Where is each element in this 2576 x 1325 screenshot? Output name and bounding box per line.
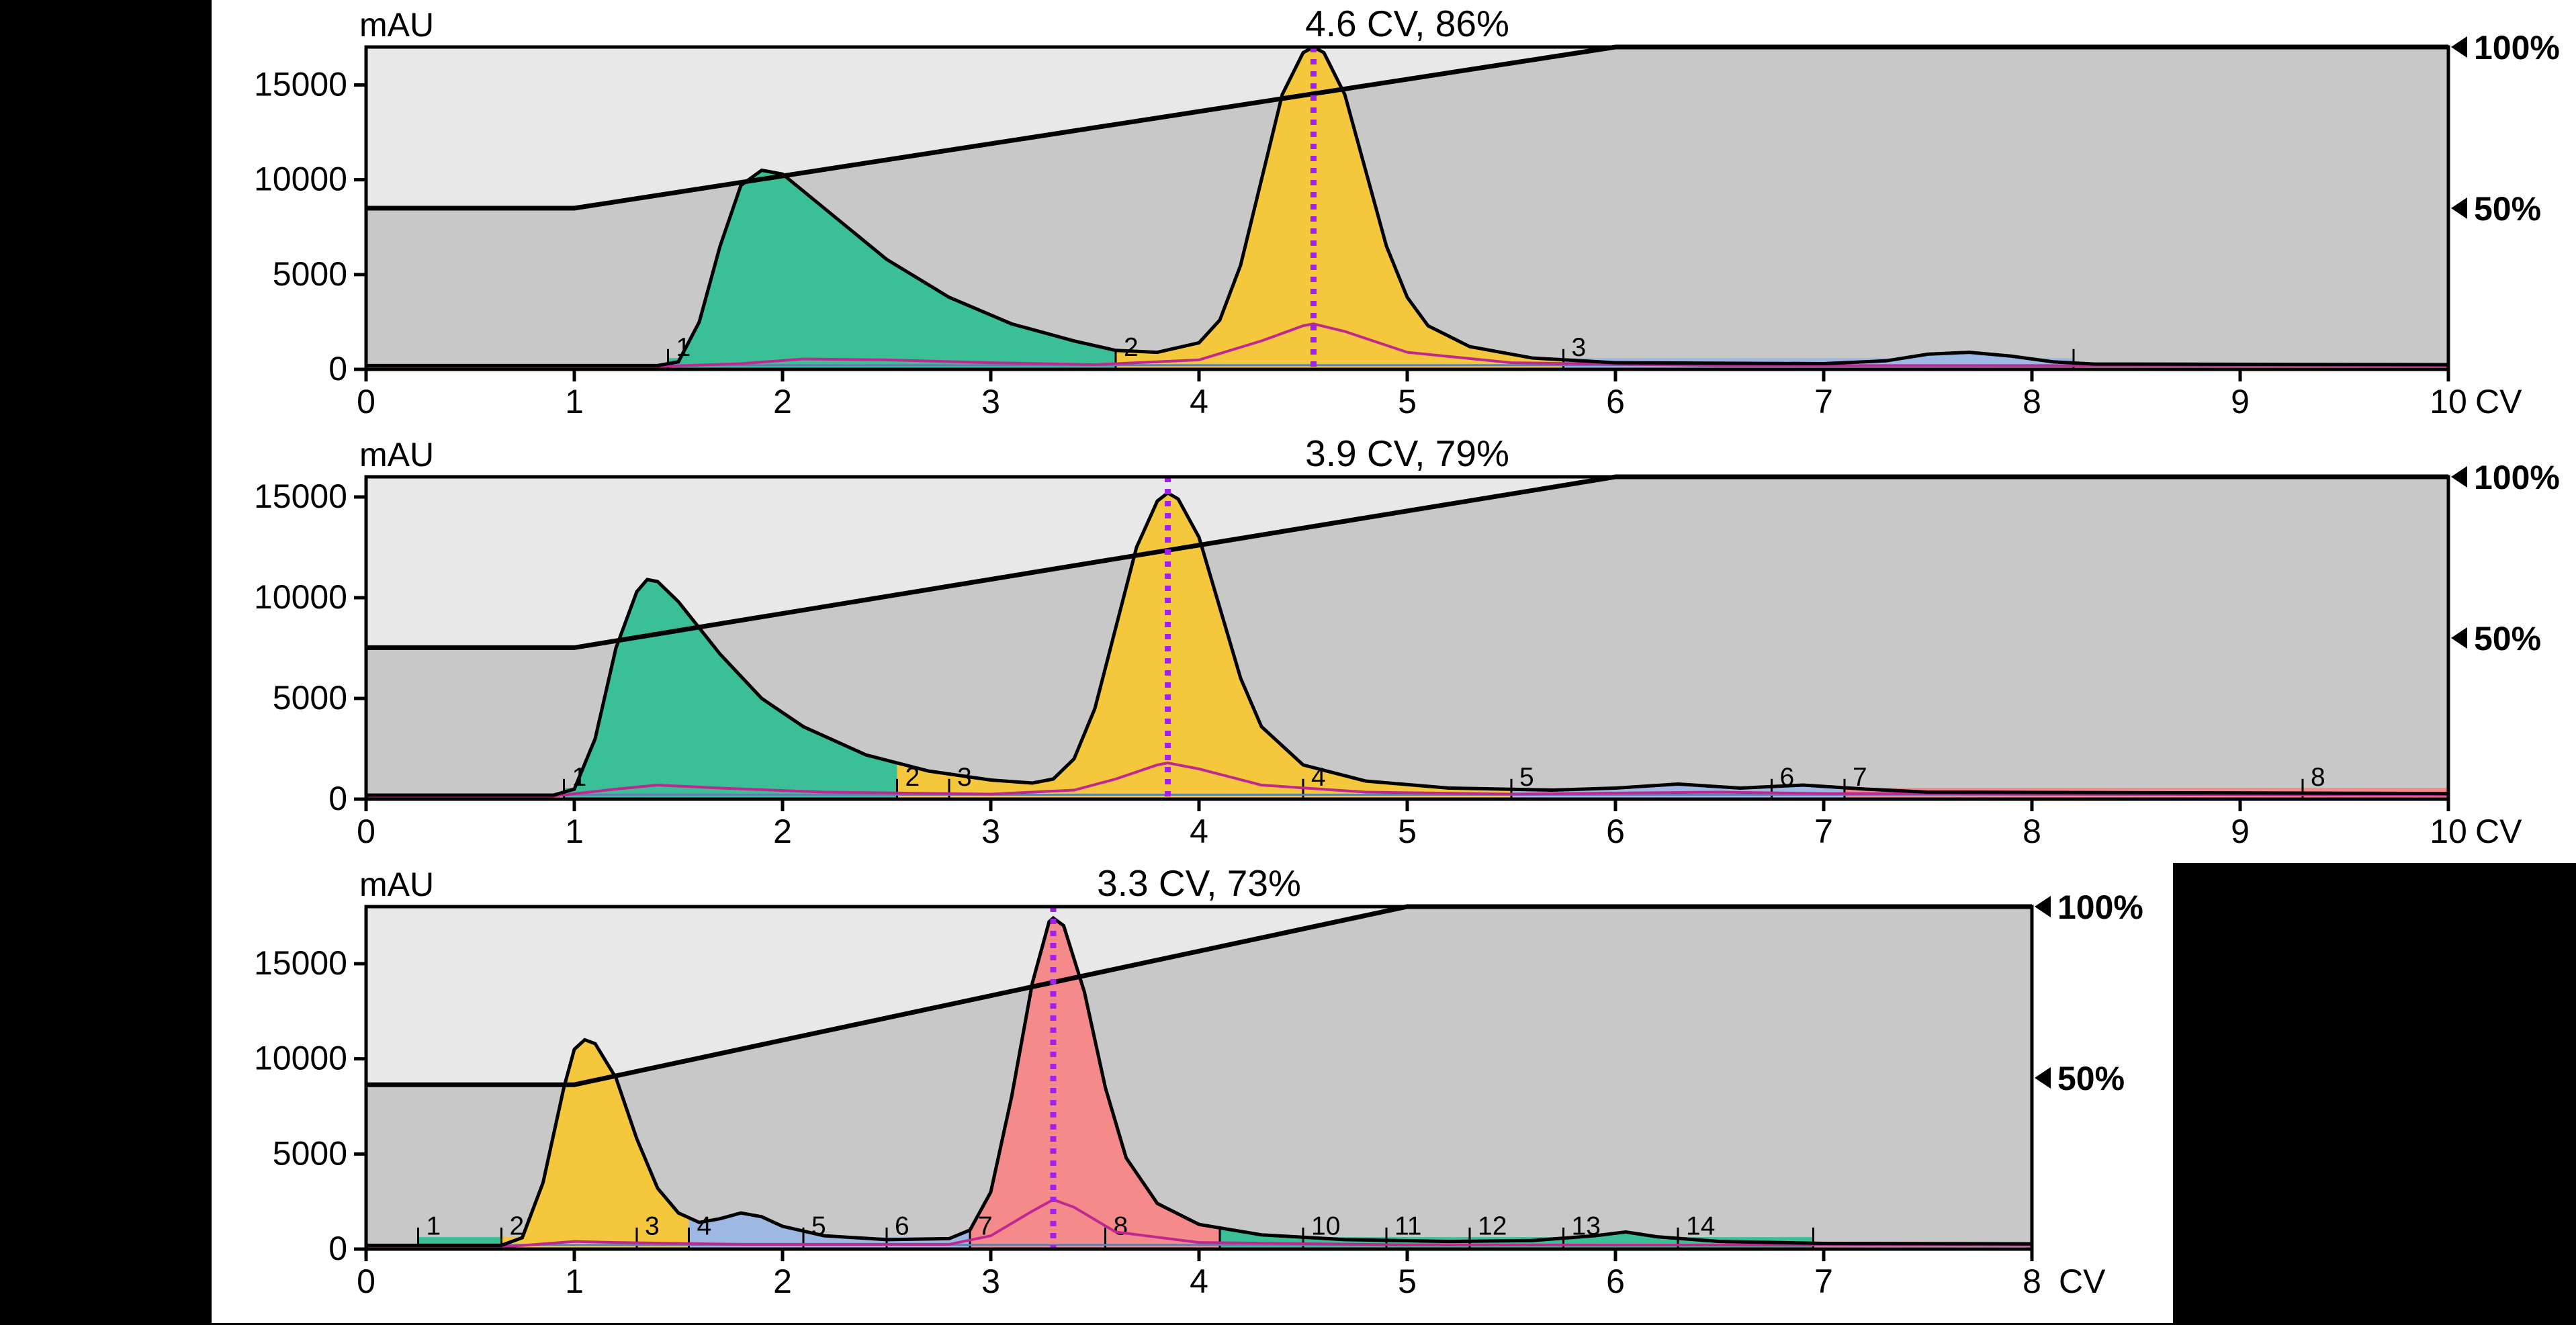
right-tick-arrow-icon (2035, 896, 2051, 917)
right-tick-label: 100% (2474, 459, 2560, 496)
chromatogram-panel-3: 1234567810111213140500010000150000123456… (212, 860, 2173, 1323)
y-tick-label: 10000 (254, 1040, 347, 1077)
x-tick-label: 2 (773, 813, 792, 850)
right-tick-arrow-icon (2451, 36, 2467, 58)
x-tick-label: 3 (981, 1263, 1000, 1300)
fraction-label-8: 8 (2311, 763, 2325, 792)
fraction-label-4: 4 (697, 1212, 712, 1241)
x-tick-label: 6 (1606, 383, 1625, 420)
x-tick-label: 7 (1814, 383, 1833, 420)
right-tick-arrow-icon (2451, 627, 2467, 649)
right-tick-label: 100% (2057, 888, 2143, 926)
x-tick-label: 8 (2023, 1263, 2041, 1300)
x-axis-label: CV (2475, 383, 2522, 420)
x-tick-label: 4 (1190, 383, 1208, 420)
x-axis-label: CV (2475, 813, 2522, 850)
fraction-label-12: 12 (1478, 1212, 1507, 1241)
x-tick-label: 5 (1398, 383, 1417, 420)
x-axis-label: CV (2059, 1263, 2106, 1300)
fraction-label-11: 11 (1394, 1212, 1422, 1241)
x-tick-label: 4 (1190, 1263, 1208, 1300)
fraction-label-5: 5 (1519, 763, 1534, 792)
x-tick-label: 4 (1190, 813, 1208, 850)
x-tick-label: 8 (2023, 383, 2041, 420)
y-axis-label: mAU (359, 436, 434, 473)
x-tick-label: 2 (773, 383, 792, 420)
x-tick-label: 1 (565, 813, 584, 850)
y-axis-label: mAU (359, 866, 434, 903)
x-tick-label: 1 (565, 383, 584, 420)
fraction-label-3: 3 (1572, 333, 1587, 362)
chromatogram-panel-1: 1 2 3 0 5000 10000 15000 0 1 2 3 4 5 6 7 8 9 10 50% 100% mAU… (212, 0, 2576, 430)
x-tick-label: 10 (2430, 383, 2467, 420)
y-tick-label: 0 (328, 1230, 347, 1267)
y-tick-label: 15000 (254, 944, 347, 982)
right-tick-label: 100% (2474, 29, 2560, 66)
y-tick-label: 0 (328, 780, 347, 817)
x-tick-label: 5 (1398, 1263, 1417, 1300)
x-tick-label: 1 (565, 1263, 584, 1300)
chart-title: 3.9 CV, 79% (1305, 432, 1509, 474)
right-tick-label: 50% (2057, 1060, 2125, 1097)
x-tick-label: 0 (357, 383, 375, 420)
x-tick-label: 9 (2231, 383, 2250, 420)
right-tick-label: 50% (2474, 190, 2541, 228)
x-tick-label: 7 (1814, 813, 1833, 850)
x-tick-label: 7 (1814, 1263, 1833, 1300)
x-tick-label: 0 (357, 813, 375, 850)
fraction-label-2: 2 (1124, 333, 1139, 362)
x-tick-label: 10 (2430, 813, 2467, 850)
chart-title: 3.3 CV, 73% (1097, 862, 1301, 904)
y-tick-label: 5000 (273, 679, 347, 717)
x-tick-label: 3 (981, 813, 1000, 850)
x-tick-label: 5 (1398, 813, 1417, 850)
chart-title: 4.6 CV, 86% (1305, 3, 1509, 44)
y-tick-label: 0 (328, 350, 347, 387)
chart-container: 12305000100001500001234567891050%100%mAU… (0, 0, 2576, 1325)
x-tick-label: 0 (357, 1263, 375, 1300)
fraction-label-8: 8 (1114, 1212, 1128, 1241)
fraction-label-6: 6 (895, 1212, 909, 1241)
right-tick-arrow-icon (2451, 466, 2467, 488)
y-tick-label: 10000 (254, 578, 347, 616)
y-tick-label: 5000 (273, 255, 347, 293)
right-tick-arrow-icon (2035, 1067, 2051, 1089)
y-tick-label: 5000 (273, 1134, 347, 1172)
y-tick-label: 15000 (254, 477, 347, 515)
right-tick-label: 50% (2474, 620, 2541, 657)
x-tick-label: 8 (2023, 813, 2041, 850)
x-tick-label: 6 (1606, 1263, 1625, 1300)
x-tick-label: 6 (1606, 813, 1625, 850)
fraction-label-1: 1 (676, 333, 691, 362)
y-tick-label: 10000 (254, 161, 347, 198)
chromatogram-panel-2: 1234567805000100001500001234567891050%10… (212, 430, 2576, 863)
x-tick-label: 2 (773, 1263, 792, 1300)
x-tick-label: 3 (981, 383, 1000, 420)
x-tick-label: 9 (2231, 813, 2250, 850)
y-tick-label: 15000 (254, 65, 347, 103)
fraction-label-3: 3 (645, 1212, 660, 1241)
fraction-label-14: 14 (1686, 1212, 1715, 1241)
right-tick-arrow-icon (2451, 197, 2467, 219)
y-axis-label: mAU (359, 6, 434, 44)
fraction-label-1: 1 (427, 1212, 441, 1241)
